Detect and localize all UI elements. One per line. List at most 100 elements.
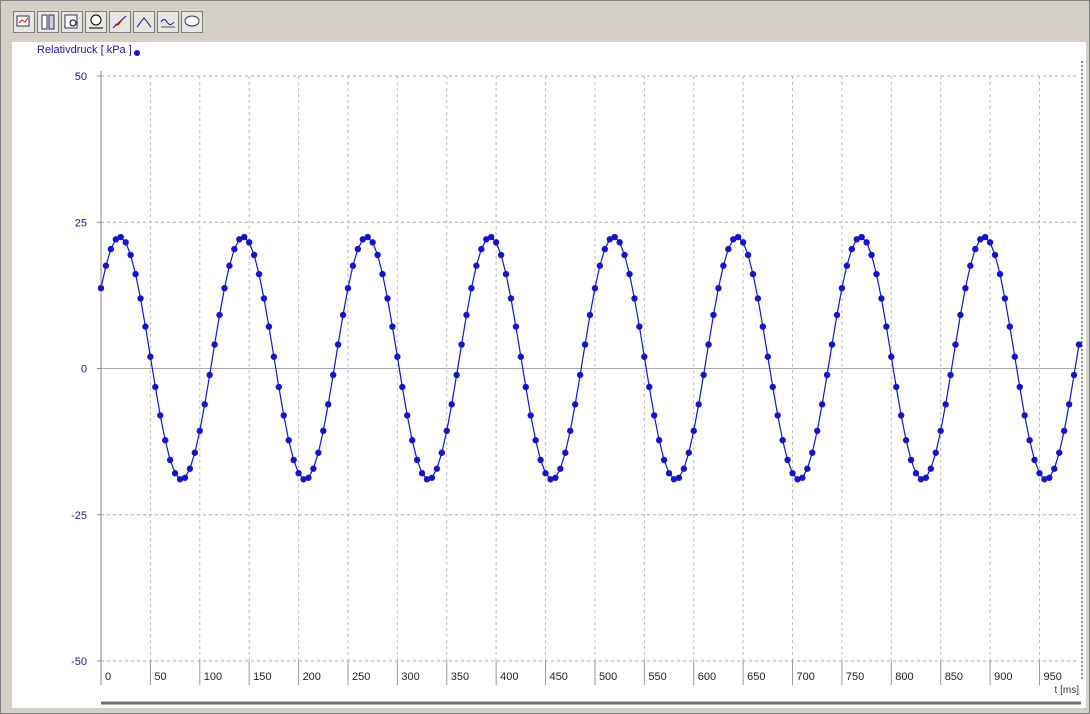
data-point: [1016, 383, 1023, 391]
data-point: [458, 341, 465, 348]
data-point: [646, 383, 653, 391]
data-point: [231, 245, 238, 253]
data-point: [221, 284, 228, 292]
data-point: [359, 236, 366, 243]
data-point: [947, 371, 954, 379]
data-point: [853, 236, 860, 243]
data-point: [907, 456, 915, 464]
data-point: [967, 262, 974, 269]
tool-button[interactable]: [109, 11, 131, 33]
data-point: [300, 476, 307, 483]
data-point: [952, 341, 959, 348]
data-point: [329, 371, 337, 379]
data-point: [744, 251, 752, 259]
data-point: [1006, 323, 1014, 330]
data-point: [809, 449, 816, 456]
data-point: [606, 236, 613, 243]
x-tick-label: 550: [648, 671, 666, 683]
data-point: [957, 311, 964, 319]
data-point: [334, 341, 342, 348]
data-point: [1031, 456, 1038, 464]
data-point: [255, 270, 263, 278]
data-point: [848, 245, 855, 253]
data-point: [764, 353, 772, 360]
data-point: [754, 295, 762, 302]
data-point: [305, 474, 312, 481]
y-axis-label: Relativdruck [ kPa ]: [37, 44, 132, 56]
data-point: [1026, 437, 1033, 444]
data-point: [996, 270, 1004, 278]
data-point: [408, 437, 416, 444]
data-point: [1046, 474, 1053, 481]
data-point: [685, 449, 692, 456]
data-point: [734, 233, 742, 241]
data-point: [211, 341, 218, 348]
data-point: [507, 295, 515, 302]
x-tick-label: 0: [105, 671, 111, 683]
data-point: [443, 427, 450, 435]
data-point: [186, 465, 194, 472]
data-point: [236, 236, 243, 243]
tool-button[interactable]: [157, 11, 179, 33]
y-tick-label: 0: [81, 364, 87, 376]
data-point: [641, 353, 648, 360]
data-point: [502, 270, 510, 278]
data-point: [986, 239, 994, 246]
data-point: [349, 262, 357, 269]
data-point: [858, 233, 865, 241]
tool-button[interactable]: [37, 11, 59, 33]
x-tick-label: 600: [698, 671, 716, 683]
data-point: [670, 476, 678, 483]
data-point: [991, 251, 999, 259]
data-point: [1036, 470, 1043, 477]
data-point: [325, 401, 332, 408]
data-point: [665, 470, 673, 477]
data-point: [557, 465, 564, 472]
tool-button[interactable]: [181, 11, 203, 33]
plot-background: [11, 41, 1087, 709]
x-axis-label: t [ms]: [1055, 685, 1080, 696]
data-point: [399, 383, 406, 391]
tool-button[interactable]: [133, 11, 155, 33]
data-point: [655, 437, 663, 444]
data-point: [720, 262, 727, 269]
data-point: [784, 456, 791, 464]
data-point: [1001, 295, 1009, 302]
data-point: [739, 239, 747, 246]
data-point: [384, 295, 391, 302]
x-tick-label: 800: [895, 671, 913, 683]
tool-button[interactable]: [85, 11, 107, 33]
data-point: [295, 470, 302, 477]
data-point: [912, 470, 920, 477]
data-point: [468, 284, 475, 292]
data-point: [492, 239, 500, 246]
data-point: [206, 371, 213, 379]
data-point: [576, 371, 584, 379]
tool-button[interactable]: [13, 11, 35, 33]
data-point: [162, 437, 169, 444]
data-point: [166, 456, 174, 464]
data-point: [532, 437, 539, 444]
tool-button[interactable]: [61, 11, 83, 33]
data-point: [196, 427, 203, 435]
data-point: [814, 427, 821, 435]
data-point: [102, 262, 110, 269]
x-tick-label: 950: [1043, 671, 1061, 683]
data-point: [873, 270, 880, 278]
data-point: [883, 323, 890, 330]
data-point: [112, 236, 120, 243]
data-point: [423, 476, 431, 483]
data-point: [601, 245, 609, 253]
data-point: [260, 295, 268, 302]
data-point: [922, 474, 930, 481]
data-point: [942, 401, 949, 408]
data-point: [270, 353, 278, 360]
data-point: [690, 427, 697, 435]
data-point: [774, 412, 781, 419]
data-point: [369, 239, 376, 246]
y-tick-label: 50: [75, 71, 87, 83]
data-point: [977, 236, 984, 243]
data-point: [631, 295, 638, 302]
data-point: [1041, 476, 1048, 483]
